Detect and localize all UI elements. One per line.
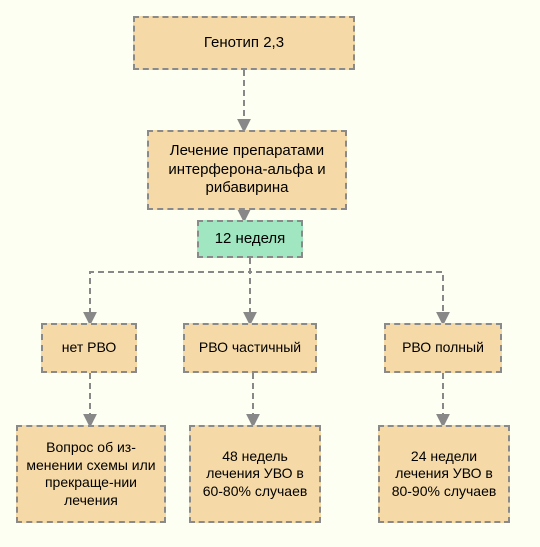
node-full-rvo: РВО полный <box>384 323 502 373</box>
node-treatment: Лечение препаратами интерферона-альфа и … <box>147 130 347 210</box>
node-no-rvo-label: нет РВО <box>62 339 116 357</box>
node-week12-label: 12 неделя <box>215 230 286 249</box>
node-full-rvo-label: РВО полный <box>402 339 484 357</box>
node-outcome-24w-label: 24 недели лечения УВО в 80-90% случаев <box>388 448 500 501</box>
node-genotype: Генотип 2,3 <box>133 16 355 70</box>
node-no-rvo: нет РВО <box>41 323 137 373</box>
node-week12: 12 неделя <box>197 220 303 258</box>
node-outcome-48w-label: 48 недель лечения УВО в 60-80% случаев <box>199 448 311 501</box>
node-outcome-24w: 24 недели лечения УВО в 80-90% случаев <box>378 425 510 523</box>
node-partial-rvo: РВО частичный <box>183 323 317 373</box>
node-outcome-change: Вопрос об из-менении схемы или прекраще-… <box>16 425 166 523</box>
node-outcome-change-label: Вопрос об из-менении схемы или прекраще-… <box>26 439 156 509</box>
node-partial-rvo-label: РВО частичный <box>199 339 301 357</box>
node-genotype-label: Генотип 2,3 <box>204 34 284 53</box>
node-outcome-48w: 48 недель лечения УВО в 60-80% случаев <box>189 425 321 523</box>
node-treatment-label: Лечение препаратами интерферона-альфа и … <box>157 142 337 198</box>
